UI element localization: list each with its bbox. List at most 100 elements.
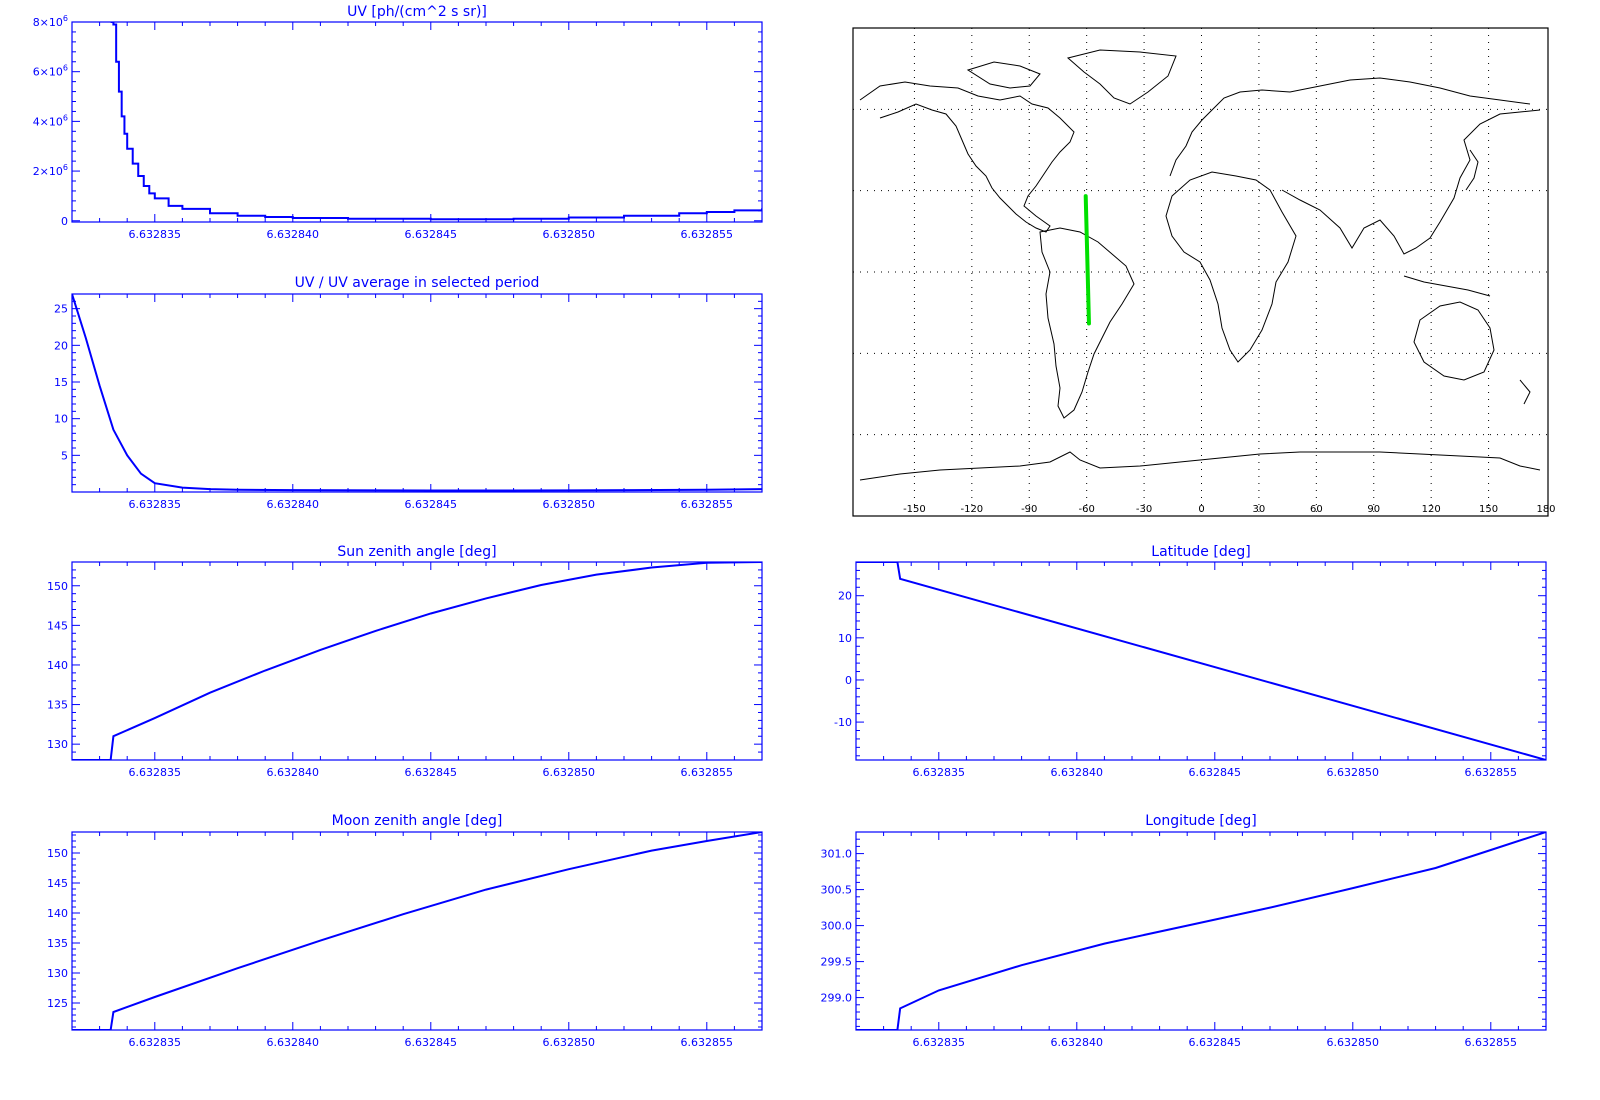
uv-ratio-y-tick-label: 25 xyxy=(54,303,68,316)
sun-zenith-plot: Sun zenith angle [deg] 6.632835 6.632840 6.… xyxy=(47,544,763,779)
uv-title: UV [ph/(cm^2 s sr)] xyxy=(347,4,487,20)
moon-zenith-y-tick-label: 150 xyxy=(47,847,68,860)
sun-zenith-x-tick-label: 6.632850 xyxy=(543,766,596,779)
moon-zenith-x-tick-label: 6.632835 xyxy=(129,1036,182,1049)
longitude-series-line xyxy=(856,832,1546,1030)
africa-coastline xyxy=(1165,171,1297,363)
moon-zenith-series-line xyxy=(72,832,762,1030)
moon-zenith-y-tick-label: 130 xyxy=(47,967,68,980)
latitude-axes-frame xyxy=(855,561,1547,761)
longitude-x-tick-label: 6.632850 xyxy=(1327,1036,1380,1049)
longitude-y-tick-label: 300.5 xyxy=(821,884,853,897)
latitude-y-tick-label: 0 xyxy=(845,674,852,687)
longitude-plot: Longitude [deg] 6.632835 6.632840 6.632845 6… xyxy=(821,813,1547,1049)
longitude-axes-frame xyxy=(855,831,1547,1031)
moon-zenith-y-tick-label: 140 xyxy=(47,907,68,920)
asia-coastline xyxy=(1281,109,1541,255)
uv-ratio-axes-frame xyxy=(71,293,763,493)
latitude-x-tick-label: 6.632840 xyxy=(1051,766,1104,779)
uv-y-tick-label: 6×106 xyxy=(33,64,68,79)
longitude-y-tick-label: 299.0 xyxy=(821,992,853,1005)
sun-zenith-x-tick-label: 6.632840 xyxy=(267,766,320,779)
uv-axes-frame xyxy=(71,21,763,223)
moon-zenith-plot: Moon zenith angle [deg] 6.632835 6.632840 6… xyxy=(47,813,763,1049)
uv-y-tick-label: 0 xyxy=(61,215,68,228)
moon-zenith-x-tick-label: 6.632840 xyxy=(267,1036,320,1049)
map-lon-tick-label: 60 xyxy=(1310,504,1323,515)
latitude-title: Latitude [deg] xyxy=(1151,544,1250,560)
uv-ratio-plot: UV / UV average in selected period 6.6328… xyxy=(54,275,763,511)
uv-ratio-title: UV / UV average in selected period xyxy=(295,275,540,291)
latitude-y-tick-label: -10 xyxy=(834,716,852,729)
uv-x-tick-label: 6.632845 xyxy=(405,228,458,241)
map-frame xyxy=(852,27,1549,517)
sun-zenith-x-tick-label: 6.632845 xyxy=(405,766,458,779)
antarctica-coastline xyxy=(859,451,1541,481)
map-lon-tick-label: -90 xyxy=(1021,504,1037,515)
moon-zenith-y-tick-label: 145 xyxy=(47,877,68,890)
uv-ratio-x-tick-label: 6.632840 xyxy=(267,498,320,511)
sun-zenith-y-tick-label: 140 xyxy=(47,659,68,672)
sun-zenith-x-tick-label: 6.632835 xyxy=(129,766,182,779)
uv-ratio-y-tick-label: 15 xyxy=(54,376,68,389)
sun-zenith-y-tick-label: 135 xyxy=(47,699,68,712)
map-lon-tick-label: 180 xyxy=(1536,504,1555,515)
north-america-coastline xyxy=(859,81,1075,233)
moon-zenith-x-tick-label: 6.632855 xyxy=(681,1036,734,1049)
longitude-x-tick-label: 6.632840 xyxy=(1051,1036,1104,1049)
map-lon-tick-label: -60 xyxy=(1078,504,1094,515)
south-america-coastline xyxy=(1039,227,1135,419)
uv-y-tick-label: 8×106 xyxy=(33,14,68,29)
uv-y-tick-label: 2×106 xyxy=(33,163,68,178)
uv-y-tick-label: 4×106 xyxy=(33,113,68,128)
uv-x-tick-label: 6.632840 xyxy=(267,228,320,241)
uv-ratio-x-tick-label: 6.632850 xyxy=(543,498,596,511)
indonesia-coastline xyxy=(1403,275,1491,297)
longitude-y-tick-label: 299.5 xyxy=(821,956,853,969)
uv-ratio-y-tick-label: 5 xyxy=(61,449,68,462)
uv-ratio-y-tick-label: 20 xyxy=(54,339,68,352)
longitude-title: Longitude [deg] xyxy=(1145,813,1256,829)
map-grid xyxy=(853,28,1548,516)
uv-ratio-x-tick-label: 6.632845 xyxy=(405,498,458,511)
map-lon-tick-label: -120 xyxy=(960,504,983,515)
uv-x-tick-label: 6.632835 xyxy=(129,228,182,241)
greenland-coastline xyxy=(1066,49,1177,105)
sun-zenith-x-tick-label: 6.632855 xyxy=(681,766,734,779)
sun-zenith-series-line xyxy=(72,562,762,760)
moon-zenith-y-tick-label: 125 xyxy=(47,997,68,1010)
uv-x-tick-label: 6.632855 xyxy=(681,228,734,241)
australia-coastline xyxy=(1413,301,1495,381)
uv-plot: UV [ph/(cm^2 s sr)] 6.632835 6.632840 6.632… xyxy=(33,4,763,241)
latitude-x-tick-label: 6.632850 xyxy=(1327,766,1380,779)
moon-zenith-x-tick-label: 6.632850 xyxy=(543,1036,596,1049)
latitude-series-line xyxy=(856,562,1546,760)
europe-coastline xyxy=(1169,77,1531,177)
longitude-x-tick-label: 6.632855 xyxy=(1465,1036,1518,1049)
map-lon-tick-label: 0 xyxy=(1198,504,1204,515)
longitude-x-tick-label: 6.632845 xyxy=(1189,1036,1242,1049)
longitude-y-tick-label: 300.0 xyxy=(821,920,853,933)
moon-zenith-y-tick-label: 135 xyxy=(47,937,68,950)
orbit-track xyxy=(1083,194,1091,326)
sun-zenith-axes-frame xyxy=(71,561,763,761)
sun-zenith-title: Sun zenith angle [deg] xyxy=(337,544,496,560)
map-lon-tick-label: 120 xyxy=(1422,504,1441,515)
uv-ratio-y-tick-label: 10 xyxy=(54,413,68,426)
latitude-plot: Latitude [deg] 6.632835 6.632840 6.632845 6.… xyxy=(834,544,1547,779)
latitude-y-tick-label: 10 xyxy=(838,632,852,645)
map-lon-tick-label: -30 xyxy=(1136,504,1152,515)
longitude-x-tick-label: 6.632835 xyxy=(913,1036,966,1049)
latitude-x-tick-label: 6.632845 xyxy=(1189,766,1242,779)
map-lon-tick-label: 90 xyxy=(1367,504,1380,515)
uv-series-line xyxy=(110,22,762,221)
coastlines xyxy=(859,49,1541,481)
uv-ratio-x-tick-label: 6.632835 xyxy=(129,498,182,511)
uv-ratio-series-line xyxy=(72,294,762,492)
world-map: -150 -120 -90 -60 -30 0 30 60 90 120 150 180 xyxy=(852,27,1556,517)
map-lon-tick-label: -150 xyxy=(903,504,926,515)
longitude-y-tick-label: 301.0 xyxy=(821,848,853,861)
new-zealand-coastline xyxy=(1519,379,1531,405)
japan-coastline xyxy=(1465,149,1479,191)
